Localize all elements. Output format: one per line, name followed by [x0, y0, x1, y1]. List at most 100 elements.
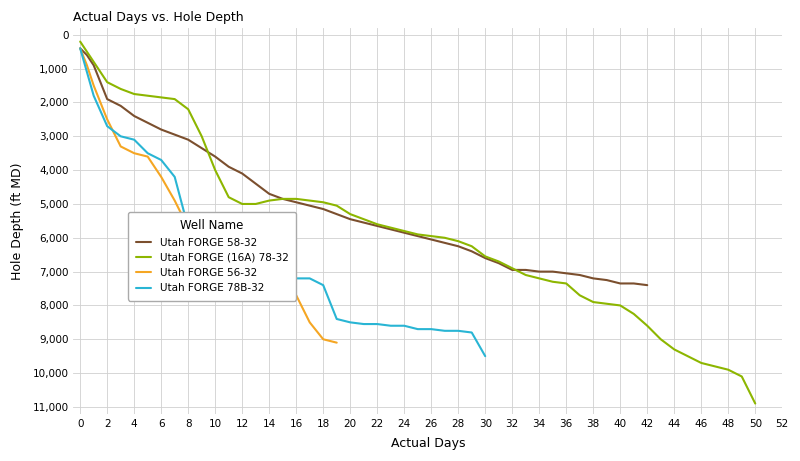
Utah FORGE 58-32: [521, 267, 530, 273]
Utah FORGE 78B-32: [399, 323, 409, 329]
Utah FORGE 78B-32: [102, 124, 112, 129]
Utah FORGE 78B-32: [481, 354, 490, 359]
Utah FORGE 58-32: [143, 120, 153, 125]
Utah FORGE 58-32: [481, 255, 490, 261]
Utah FORGE 56-32: [89, 83, 98, 89]
Utah FORGE 78B-32: [210, 231, 220, 237]
Utah FORGE 78B-32: [251, 252, 261, 258]
Utah FORGE 78B-32: [426, 326, 436, 332]
Utah FORGE 56-32: [197, 242, 206, 247]
Utah FORGE 56-32: [238, 276, 247, 281]
Y-axis label: Hole Depth (ft MD): Hole Depth (ft MD): [11, 162, 24, 280]
Utah FORGE 56-32: [102, 117, 112, 122]
Utah FORGE 58-32: [96, 79, 106, 85]
Utah FORGE (16A) 78-32: [750, 401, 760, 406]
Utah FORGE 78B-32: [305, 276, 314, 281]
Utah FORGE 58-32: [265, 191, 274, 196]
Utah FORGE 56-32: [170, 198, 179, 203]
Line: Utah FORGE 78B-32: Utah FORGE 78B-32: [80, 48, 486, 356]
Utah FORGE (16A) 78-32: [670, 347, 679, 352]
Utah FORGE 78B-32: [82, 69, 92, 75]
Utah FORGE 58-32: [494, 260, 503, 266]
Utah FORGE 78B-32: [143, 150, 153, 156]
Utah FORGE 58-32: [89, 63, 98, 68]
Utah FORGE 58-32: [291, 200, 301, 205]
Utah FORGE 58-32: [224, 164, 234, 170]
Utah FORGE 56-32: [224, 269, 234, 274]
Utah FORGE 58-32: [359, 220, 369, 225]
Utah FORGE 58-32: [507, 267, 517, 273]
Utah FORGE 58-32: [130, 113, 139, 119]
Utah FORGE 56-32: [82, 63, 92, 68]
Utah FORGE 78B-32: [318, 283, 328, 288]
Utah FORGE 58-32: [373, 223, 382, 229]
Utah FORGE 78B-32: [238, 252, 247, 258]
Utah FORGE 58-32: [305, 203, 314, 208]
Utah FORGE 78B-32: [440, 328, 450, 334]
Utah FORGE 58-32: [197, 145, 206, 151]
Utah FORGE 58-32: [426, 236, 436, 242]
Utah FORGE (16A) 78-32: [454, 238, 463, 244]
Utah FORGE (16A) 78-32: [75, 39, 85, 44]
Utah FORGE (16A) 78-32: [467, 243, 477, 249]
Line: Utah FORGE 58-32: Utah FORGE 58-32: [80, 48, 647, 285]
Utah FORGE 56-32: [251, 283, 261, 288]
Utah FORGE 58-32: [575, 272, 585, 278]
Utah FORGE 56-32: [265, 286, 274, 291]
Utah FORGE 58-32: [534, 269, 544, 274]
Utah FORGE 78B-32: [197, 230, 206, 236]
Utah FORGE 78B-32: [130, 137, 139, 142]
Utah FORGE 58-32: [183, 137, 193, 142]
Utah FORGE 78B-32: [346, 319, 355, 325]
Utah FORGE 58-32: [102, 96, 112, 102]
Utah FORGE 58-32: [602, 278, 611, 283]
Utah FORGE 78B-32: [332, 316, 342, 322]
Utah FORGE 58-32: [386, 226, 395, 232]
Utah FORGE 78B-32: [183, 225, 193, 230]
Utah FORGE 58-32: [251, 181, 261, 186]
Utah FORGE 56-32: [305, 319, 314, 325]
Legend: Utah FORGE 58-32, Utah FORGE (16A) 78-32, Utah FORGE 56-32, Utah FORGE 78B-32: Utah FORGE 58-32, Utah FORGE (16A) 78-32…: [128, 212, 296, 301]
Utah FORGE 58-32: [589, 276, 598, 281]
Utah FORGE 78B-32: [413, 326, 422, 332]
Utah FORGE 58-32: [440, 240, 450, 246]
Utah FORGE 58-32: [278, 196, 287, 201]
Utah FORGE 56-32: [318, 337, 328, 342]
Utah FORGE 58-32: [629, 281, 638, 286]
Utah FORGE 56-32: [75, 46, 85, 51]
Utah FORGE 78B-32: [454, 328, 463, 334]
Utah FORGE 78B-32: [89, 93, 98, 99]
Utah FORGE 58-32: [346, 216, 355, 222]
Utah FORGE 58-32: [642, 283, 652, 288]
Utah FORGE 78B-32: [116, 134, 126, 139]
Utah FORGE 78B-32: [265, 259, 274, 264]
Utah FORGE 58-32: [82, 53, 92, 58]
Utah FORGE 58-32: [548, 269, 558, 274]
Utah FORGE 56-32: [143, 154, 153, 160]
Utah FORGE 56-32: [278, 289, 287, 295]
Utah FORGE 58-32: [615, 281, 625, 286]
Utah FORGE 58-32: [399, 230, 409, 236]
Utah FORGE 78B-32: [224, 235, 234, 241]
Utah FORGE 56-32: [210, 259, 220, 264]
Utah FORGE 56-32: [183, 225, 193, 230]
Line: Utah FORGE (16A) 78-32: Utah FORGE (16A) 78-32: [80, 41, 755, 403]
Utah FORGE 58-32: [170, 132, 179, 137]
Utah FORGE 58-32: [156, 127, 166, 132]
Utah FORGE 78B-32: [170, 174, 179, 180]
Utah FORGE 58-32: [562, 271, 571, 276]
Utah FORGE 78B-32: [386, 323, 395, 329]
Text: Actual Days vs. Hole Depth: Actual Days vs. Hole Depth: [74, 11, 244, 24]
Utah FORGE 58-32: [413, 233, 422, 239]
Utah FORGE 78B-32: [467, 330, 477, 335]
Utah FORGE 58-32: [116, 103, 126, 109]
Utah FORGE 56-32: [116, 144, 126, 149]
Utah FORGE 56-32: [130, 150, 139, 156]
X-axis label: Actual Days: Actual Days: [390, 437, 465, 450]
Utah FORGE 58-32: [467, 248, 477, 254]
Utah FORGE (16A) 78-32: [238, 201, 247, 207]
Utah FORGE 58-32: [332, 211, 342, 217]
Utah FORGE 58-32: [318, 206, 328, 212]
Utah FORGE 58-32: [238, 171, 247, 176]
Utah FORGE (16A) 78-32: [494, 259, 503, 264]
